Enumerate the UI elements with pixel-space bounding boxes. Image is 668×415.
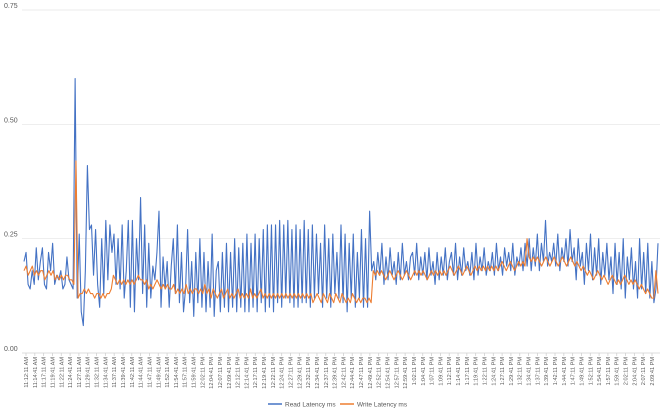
x-tick-label: 11:39:41 AM <box>121 357 127 388</box>
x-tick-label: 11:54:41 AM <box>174 357 180 388</box>
x-tick-label: 12:14:41 PM <box>244 357 250 389</box>
x-tick-label: 1:59:41 PM <box>615 357 621 386</box>
y-tick-label: 0.50 <box>4 117 18 124</box>
x-tick-label: 1:22:11 PM <box>482 357 488 386</box>
x-tick-label: 2:04:41 PM <box>632 357 638 386</box>
x-tick-label: 12:09:41 PM <box>227 357 233 389</box>
series-line-read-latency <box>23 78 659 327</box>
x-tick-label: 1:34:41 PM <box>527 357 533 386</box>
x-tick-label: 2:09:41 PM <box>650 357 656 386</box>
x-tick-label: 1:52:11 PM <box>588 357 594 386</box>
x-tick-label: 12:24:41 PM <box>280 357 286 389</box>
x-tick-label: 2:07:11 PM <box>641 357 647 386</box>
y-tick-label: 0.25 <box>4 232 18 239</box>
x-tick-label: 11:22:11 AM <box>59 357 65 388</box>
x-tick-label: 12:54:41 PM <box>385 357 391 389</box>
x-tick-label: 12:27:11 PM <box>289 357 295 389</box>
x-tick-label: 1:37:11 PM <box>535 357 541 386</box>
x-tick-label: 1:32:11 PM <box>518 357 524 386</box>
x-tick-label: 11:12:11 AM <box>24 357 30 388</box>
y-axis-ticks: 0.00 0.25 0.50 0.75 <box>4 3 18 353</box>
x-tick-label: 12:37:11 PM <box>324 357 330 389</box>
x-tick-label: 12:02:11 PM <box>200 357 206 389</box>
x-tick-label: 12:52:11 PM <box>377 357 383 389</box>
x-tick-label: 11:14:41 AM <box>33 357 39 388</box>
x-tick-label: 11:57:11 AM <box>183 357 189 388</box>
x-tick-label: 11:19:41 AM <box>50 357 56 388</box>
x-tick-label: 12:44:41 PM <box>350 357 356 389</box>
x-tick-label: 1:02:11 PM <box>412 357 418 386</box>
y-tick-label: 0.75 <box>4 3 18 10</box>
x-tick-label: 12:04:41 PM <box>209 357 215 389</box>
x-tick-label: 11:42:11 AM <box>130 357 136 388</box>
x-tick-label: 1:09:41 PM <box>438 357 444 386</box>
x-tick-label: 12:12:11 PM <box>236 357 242 389</box>
x-tick-label: 12:19:41 PM <box>262 357 268 389</box>
x-tick-label: 11:27:11 AM <box>77 357 83 388</box>
x-tick-label: 12:49:41 PM <box>368 357 374 389</box>
x-tick-label: 1:04:41 PM <box>421 357 427 386</box>
x-tick-label: 12:59:41 PM <box>403 357 409 389</box>
x-tick-label: 1:27:11 PM <box>500 357 506 386</box>
x-tick-label: 11:44:41 AM <box>139 357 145 388</box>
x-tick-label: 1:57:11 PM <box>606 357 612 386</box>
x-tick-label: 11:34:41 AM <box>103 357 109 388</box>
x-tick-label: 1:12:11 PM <box>447 357 453 386</box>
x-tick-label: 11:49:41 AM <box>156 357 162 388</box>
x-tick-label: 12:57:11 PM <box>394 357 400 389</box>
x-tick-label: 12:07:11 PM <box>218 357 224 389</box>
x-tick-label: 1:39:41 PM <box>544 357 550 386</box>
x-tick-label: 1:42:11 PM <box>553 357 559 386</box>
gridlines <box>22 9 660 354</box>
x-tick-label: 11:59:41 AM <box>192 357 198 388</box>
x-tick-label: 11:29:41 AM <box>86 357 92 388</box>
x-tick-label: 12:29:41 PM <box>297 357 303 389</box>
x-tick-label: 11:17:11 AM <box>42 357 48 388</box>
x-tick-label: 11:52:11 AM <box>165 357 171 388</box>
x-tick-label: 1:29:41 PM <box>509 357 515 386</box>
x-tick-label: 1:54:41 PM <box>597 357 603 386</box>
legend-label: Write Latency ms <box>357 401 408 408</box>
x-tick-label: 1:14:41 PM <box>456 357 462 386</box>
x-tick-label: 12:22:11 PM <box>271 357 277 389</box>
x-tick-label: 1:47:11 PM <box>571 357 577 386</box>
x-axis-ticks: 11:12:11 AM 11:14:41 AM 11:17:11 AM 11:19:4… <box>24 353 656 389</box>
x-tick-label: 11:24:41 AM <box>68 357 74 388</box>
x-tick-label: 1:49:41 PM <box>579 357 585 386</box>
x-tick-label: 11:47:11 AM <box>147 357 153 388</box>
y-tick-label: 0.00 <box>4 346 18 353</box>
x-tick-label: 1:24:41 PM <box>491 357 497 386</box>
x-tick-label: 12:17:11 PM <box>253 357 259 389</box>
x-tick-label: 12:34:41 PM <box>315 357 321 389</box>
x-tick-label: 1:07:11 PM <box>430 357 436 386</box>
x-tick-label: 12:42:11 PM <box>341 357 347 389</box>
x-tick-label: 12:47:11 PM <box>359 357 365 389</box>
x-tick-label: 11:32:11 AM <box>95 357 101 388</box>
legend: Read Latency ms Write Latency ms <box>268 401 408 408</box>
x-tick-label: 12:39:41 PM <box>333 357 339 389</box>
x-tick-label: 2:02:11 PM <box>624 357 630 386</box>
x-tick-label: 1:19:41 PM <box>474 357 480 386</box>
series-lines <box>23 78 659 327</box>
legend-label: Read Latency ms <box>285 401 336 408</box>
x-tick-label: 1:17:11 PM <box>465 357 471 386</box>
x-tick-label: 11:37:11 AM <box>112 357 118 388</box>
x-tick-label: 1:44:41 PM <box>562 357 568 386</box>
series-line-write-latency <box>23 160 659 304</box>
x-tick-label: 12:32:11 PM <box>306 357 312 389</box>
